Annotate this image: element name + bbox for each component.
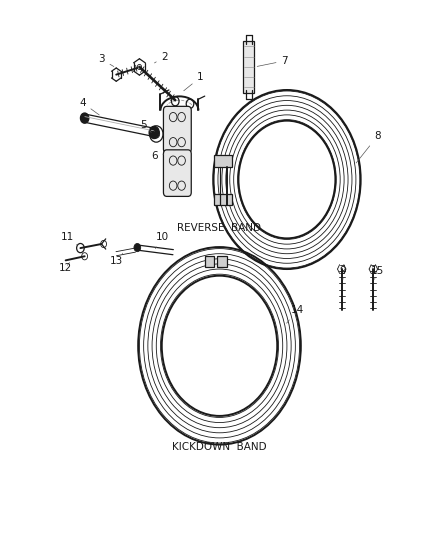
Text: 8: 8 bbox=[355, 131, 380, 163]
Text: 7: 7 bbox=[257, 56, 287, 67]
Circle shape bbox=[134, 244, 140, 252]
Text: 11: 11 bbox=[61, 232, 77, 245]
Bar bbox=[214, 194, 232, 205]
Text: 12: 12 bbox=[59, 263, 72, 272]
Circle shape bbox=[149, 126, 159, 139]
Text: 14: 14 bbox=[286, 305, 304, 323]
Circle shape bbox=[80, 113, 88, 123]
Circle shape bbox=[239, 122, 334, 237]
Text: 2: 2 bbox=[154, 52, 168, 63]
Text: 10: 10 bbox=[155, 232, 169, 248]
Text: 3: 3 bbox=[98, 54, 113, 67]
Text: 13: 13 bbox=[110, 253, 123, 266]
Text: REVERSE  BAND: REVERSE BAND bbox=[177, 223, 261, 233]
Circle shape bbox=[162, 277, 276, 415]
Text: KICKDOWN  BAND: KICKDOWN BAND bbox=[172, 442, 266, 451]
FancyBboxPatch shape bbox=[163, 150, 191, 196]
Text: 15: 15 bbox=[370, 265, 383, 279]
Text: 1: 1 bbox=[184, 72, 203, 91]
Bar bbox=[204, 256, 214, 266]
Text: 4: 4 bbox=[79, 98, 99, 115]
Text: 9: 9 bbox=[339, 265, 346, 279]
Text: 6: 6 bbox=[151, 151, 163, 161]
Text: 5: 5 bbox=[140, 120, 151, 132]
Bar bbox=[217, 256, 226, 266]
FancyBboxPatch shape bbox=[163, 107, 191, 153]
Bar bbox=[214, 156, 232, 167]
Bar bbox=[242, 42, 254, 93]
